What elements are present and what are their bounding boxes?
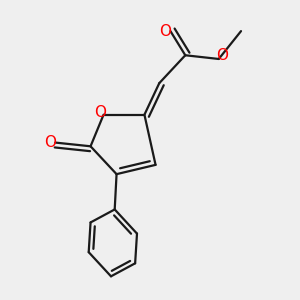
Text: O: O bbox=[216, 48, 228, 63]
Text: O: O bbox=[159, 24, 171, 39]
Text: O: O bbox=[94, 105, 106, 120]
Text: O: O bbox=[44, 135, 56, 150]
